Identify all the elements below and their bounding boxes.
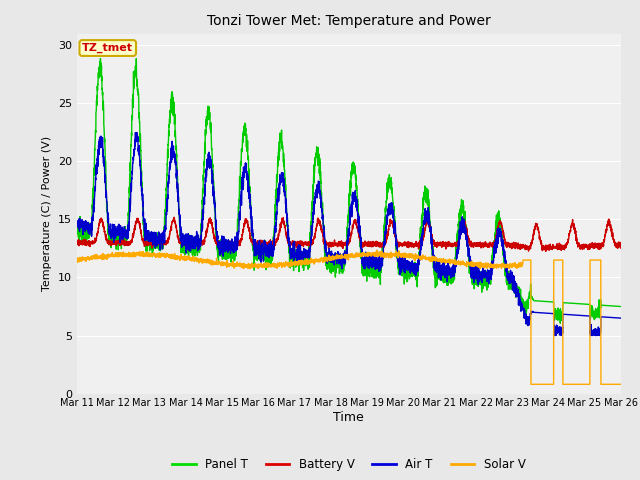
Legend: Panel T, Battery V, Air T, Solar V: Panel T, Battery V, Air T, Solar V <box>168 454 530 476</box>
Y-axis label: Temperature (C) / Power (V): Temperature (C) / Power (V) <box>42 136 52 291</box>
Text: TZ_tmet: TZ_tmet <box>82 43 133 53</box>
Title: Tonzi Tower Met: Temperature and Power: Tonzi Tower Met: Temperature and Power <box>207 14 491 28</box>
X-axis label: Time: Time <box>333 411 364 424</box>
